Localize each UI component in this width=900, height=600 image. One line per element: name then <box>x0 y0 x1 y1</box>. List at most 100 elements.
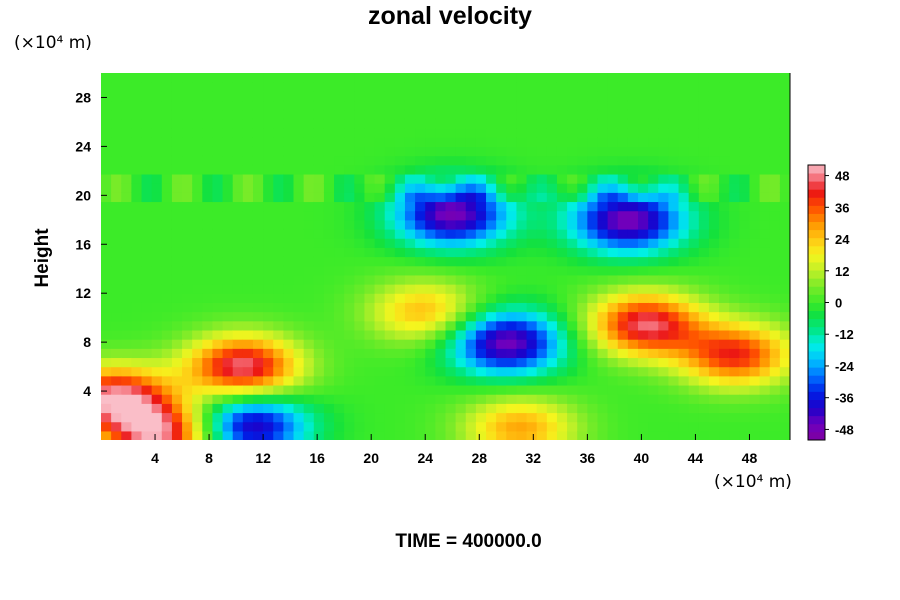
field-cell <box>354 384 366 395</box>
field-cell <box>465 228 477 239</box>
field-cell <box>506 228 518 239</box>
field-cell <box>729 302 740 313</box>
field-cell <box>526 403 538 414</box>
field-cell <box>749 118 761 129</box>
field-cell <box>384 137 396 147</box>
colorbar-segment <box>808 423 825 433</box>
field-cell <box>496 118 507 129</box>
field-cell <box>101 82 112 92</box>
field-cell <box>171 384 183 395</box>
field-cell <box>171 403 183 414</box>
field-cell <box>252 329 264 340</box>
field-cell <box>506 311 518 322</box>
field-cell <box>404 91 416 102</box>
field-cell <box>567 311 578 322</box>
field-cell <box>688 155 700 166</box>
field-cell <box>759 302 771 313</box>
field-cell <box>617 73 629 83</box>
field-cell <box>313 320 325 331</box>
field-cell <box>425 366 436 377</box>
field-cell <box>688 247 700 258</box>
field-cell <box>283 394 295 404</box>
colorbar-segment <box>808 173 825 182</box>
field-cell <box>192 109 203 120</box>
field-cell <box>364 192 376 203</box>
field-cell <box>749 109 761 120</box>
field-cell <box>617 228 629 239</box>
field-cell <box>344 137 355 147</box>
field-cell <box>627 366 639 377</box>
field-cell <box>648 247 659 258</box>
field-cell <box>536 183 548 193</box>
field-cell <box>313 430 325 440</box>
field-cell <box>658 238 670 248</box>
field-cell <box>394 82 406 92</box>
field-cell <box>425 403 436 414</box>
field-cell <box>607 228 619 239</box>
field-cell <box>192 375 203 386</box>
field-cell <box>445 155 457 166</box>
field-cell <box>242 366 254 377</box>
field-cell <box>354 118 366 129</box>
field-cell <box>222 247 234 258</box>
field-cell <box>141 155 153 166</box>
field-cell <box>455 137 467 147</box>
field-cell <box>739 284 751 294</box>
field-cell <box>648 375 659 386</box>
field-cell <box>364 394 376 404</box>
field-cell <box>729 274 740 285</box>
field-cell <box>607 403 619 414</box>
field-cell <box>546 228 558 239</box>
field-cell <box>638 192 649 203</box>
field-cell <box>708 238 720 248</box>
field-cell <box>273 394 284 404</box>
field-cell <box>658 421 670 432</box>
field-cell <box>202 412 214 423</box>
field-cell <box>516 82 528 92</box>
field-cell <box>161 146 173 157</box>
field-cell <box>779 192 790 203</box>
field-cell <box>496 164 507 175</box>
field-cell <box>121 137 132 147</box>
field-cell <box>171 238 183 248</box>
field-cell <box>496 320 507 331</box>
field-cell <box>506 384 518 395</box>
field-cell <box>516 284 528 294</box>
field-cell <box>242 430 254 440</box>
field-cell <box>587 384 599 395</box>
field-cell <box>435 366 447 377</box>
field-cell <box>111 421 122 432</box>
field-cell <box>546 412 558 423</box>
field-cell <box>111 430 122 440</box>
field-cell <box>648 146 659 157</box>
field-cell <box>658 375 670 386</box>
field-cell <box>729 100 740 111</box>
field-cell <box>212 173 224 184</box>
field-cell <box>344 302 355 313</box>
field-cell <box>698 430 710 440</box>
field-cell <box>384 421 396 432</box>
field-cell <box>597 293 609 303</box>
field-cell <box>323 430 335 440</box>
field-cell <box>313 412 325 423</box>
field-cell <box>131 412 143 423</box>
field-cell <box>394 164 406 175</box>
field-cell <box>374 384 386 395</box>
field-cell <box>597 201 609 212</box>
field-cell <box>101 219 112 230</box>
field-cell <box>293 82 305 92</box>
field-cell <box>242 155 254 166</box>
field-cell <box>729 164 740 175</box>
field-cell <box>202 394 214 404</box>
field-cell <box>425 348 436 359</box>
field-cell <box>171 128 183 138</box>
field-cell <box>769 274 781 285</box>
field-cell <box>415 137 426 147</box>
field-cell <box>678 238 690 248</box>
field-cell <box>151 201 163 212</box>
field-cell <box>556 256 568 267</box>
field-cell <box>344 118 355 129</box>
field-cell <box>242 100 254 111</box>
field-cell <box>769 201 781 212</box>
field-cell <box>739 403 751 414</box>
